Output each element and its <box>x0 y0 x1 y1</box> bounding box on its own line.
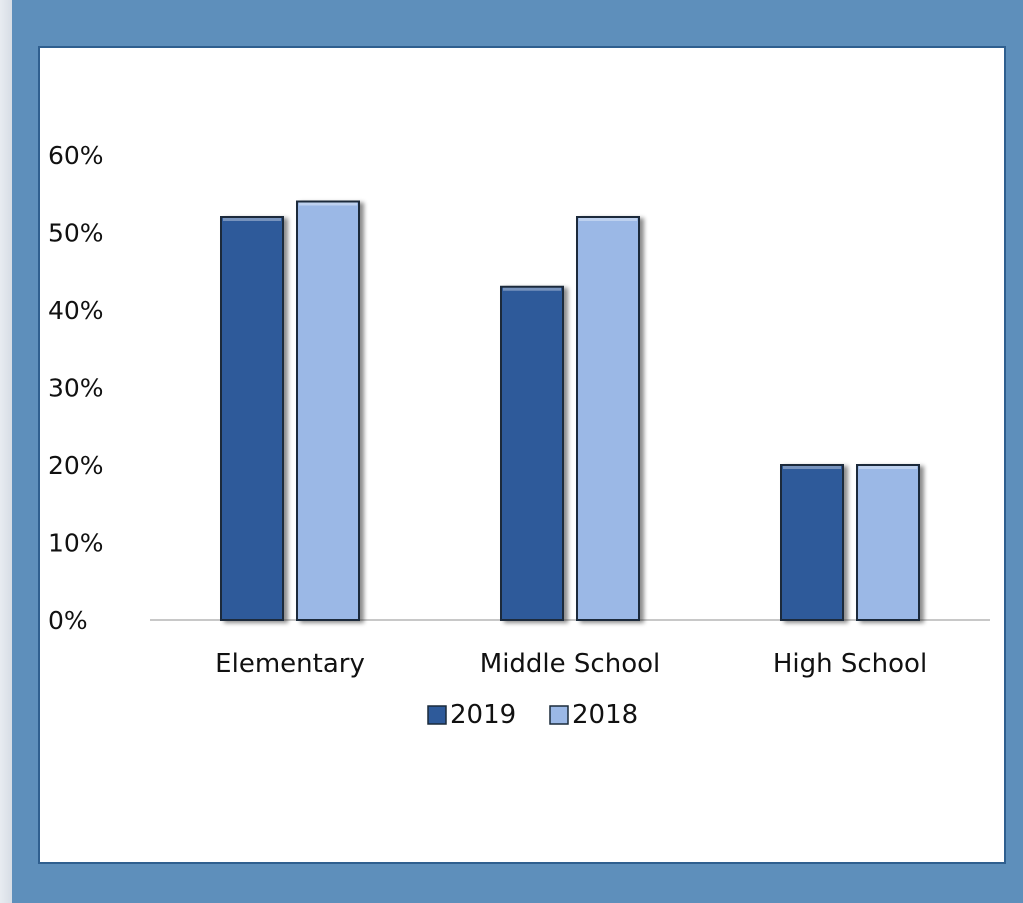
legend-label-2019: 2019 <box>450 700 516 730</box>
bar-highlight <box>579 218 637 221</box>
bar-highlight <box>299 202 357 206</box>
y-tick-label: 0% <box>48 606 88 635</box>
bar-2019-high-school <box>780 464 844 621</box>
legend-label-2018: 2018 <box>572 700 638 730</box>
y-tick-label: 10% <box>48 529 104 558</box>
bar-highlight <box>503 287 561 291</box>
bar-2018-high-school <box>856 464 920 621</box>
x-category-label: High School <box>773 649 927 679</box>
y-tick-label: 40% <box>48 296 104 325</box>
bar-highlight <box>783 466 841 469</box>
y-tick-label: 50% <box>48 219 104 248</box>
bar-2018-middle-school <box>576 216 640 621</box>
y-tick-label: 60% <box>48 141 104 170</box>
background-strip <box>0 0 12 903</box>
bar-highlight <box>223 218 281 221</box>
bar-highlight <box>859 466 917 469</box>
y-tick-label: 30% <box>48 374 104 403</box>
bar-2019-middle-school <box>500 285 564 621</box>
legend-swatch-2018 <box>549 705 569 725</box>
legend-swatch-2019 <box>427 705 447 725</box>
x-category-label: Elementary <box>215 649 365 679</box>
bar-2019-elementary <box>220 216 284 621</box>
x-category-label: Middle School <box>480 649 660 679</box>
bar-2018-elementary <box>296 200 360 621</box>
y-tick-label: 20% <box>48 451 104 480</box>
